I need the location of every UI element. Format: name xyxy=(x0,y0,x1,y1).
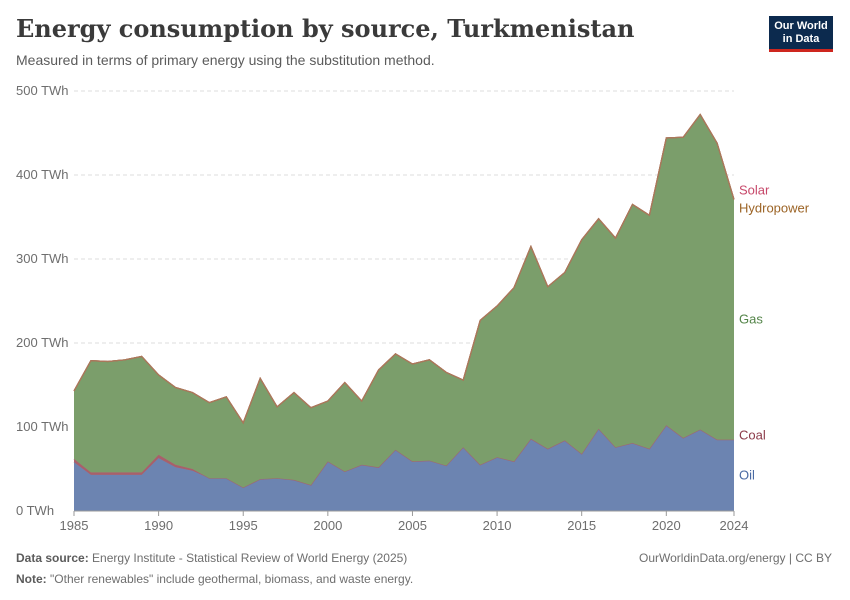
note-text: "Other renewables" include geothermal, b… xyxy=(50,572,414,586)
x-axis: 1985 1990 1995 2000 2005 2010 2015 2020 2024 xyxy=(60,510,749,533)
y-tick-label: 100 TWh xyxy=(16,419,69,434)
y-axis-tick-labels: 0 TWh 100 TWh 200 TWh 300 TWh 400 TWh 500 TWh xyxy=(16,83,69,518)
data-source-line: Data source: Energy Institute - Statisti… xyxy=(16,548,413,569)
area-gas xyxy=(74,114,734,488)
y-tick-label: 300 TWh xyxy=(16,251,69,266)
logo-line-1: Our World xyxy=(774,20,828,32)
area-series xyxy=(73,113,735,511)
logo-line-2: in Data xyxy=(782,33,820,45)
x-tick-label: 2015 xyxy=(567,518,596,533)
x-tick-label: 2024 xyxy=(720,518,749,533)
x-tick-label: 1990 xyxy=(144,518,173,533)
data-source-label: Data source: xyxy=(16,551,89,565)
data-source-link[interactable]: Energy Institute - Statistical Review of… xyxy=(92,551,408,565)
credit-link[interactable]: OurWorldinData.org/energy | CC BY xyxy=(639,551,832,565)
note-label: Note: xyxy=(16,572,47,586)
x-tick-label: 1985 xyxy=(60,518,89,533)
series-label-solar: Solar xyxy=(739,182,770,197)
area-top-edge xyxy=(73,113,735,425)
chart-subtitle: Measured in terms of primary energy usin… xyxy=(16,52,435,68)
chart-title: Energy consumption by source, Turkmenist… xyxy=(16,14,635,43)
series-label-gas: Gas xyxy=(739,311,763,326)
chart-footer-notes: Data source: Energy Institute - Statisti… xyxy=(16,548,413,590)
series-labels: Hydropower Solar Gas Coal Oil xyxy=(739,182,810,482)
note-line: Note: "Other renewables" include geother… xyxy=(16,569,413,590)
owid-logo[interactable]: Our World in Data xyxy=(769,16,833,52)
x-tick-label: 2000 xyxy=(313,518,342,533)
series-label-oil: Oil xyxy=(739,467,755,482)
series-label-hydropower: Hydropower xyxy=(739,200,810,215)
x-tick-label: 2010 xyxy=(483,518,512,533)
area-oil xyxy=(74,425,734,511)
y-tick-label: 200 TWh xyxy=(16,335,69,350)
y-tick-label: 0 TWh xyxy=(16,503,54,518)
y-tick-label: 400 TWh xyxy=(16,167,69,182)
y-tick-label: 500 TWh xyxy=(16,83,69,98)
x-tick-label: 1995 xyxy=(229,518,258,533)
x-tick-label: 2020 xyxy=(652,518,681,533)
x-tick-label: 2005 xyxy=(398,518,427,533)
series-label-coal: Coal xyxy=(739,428,766,443)
